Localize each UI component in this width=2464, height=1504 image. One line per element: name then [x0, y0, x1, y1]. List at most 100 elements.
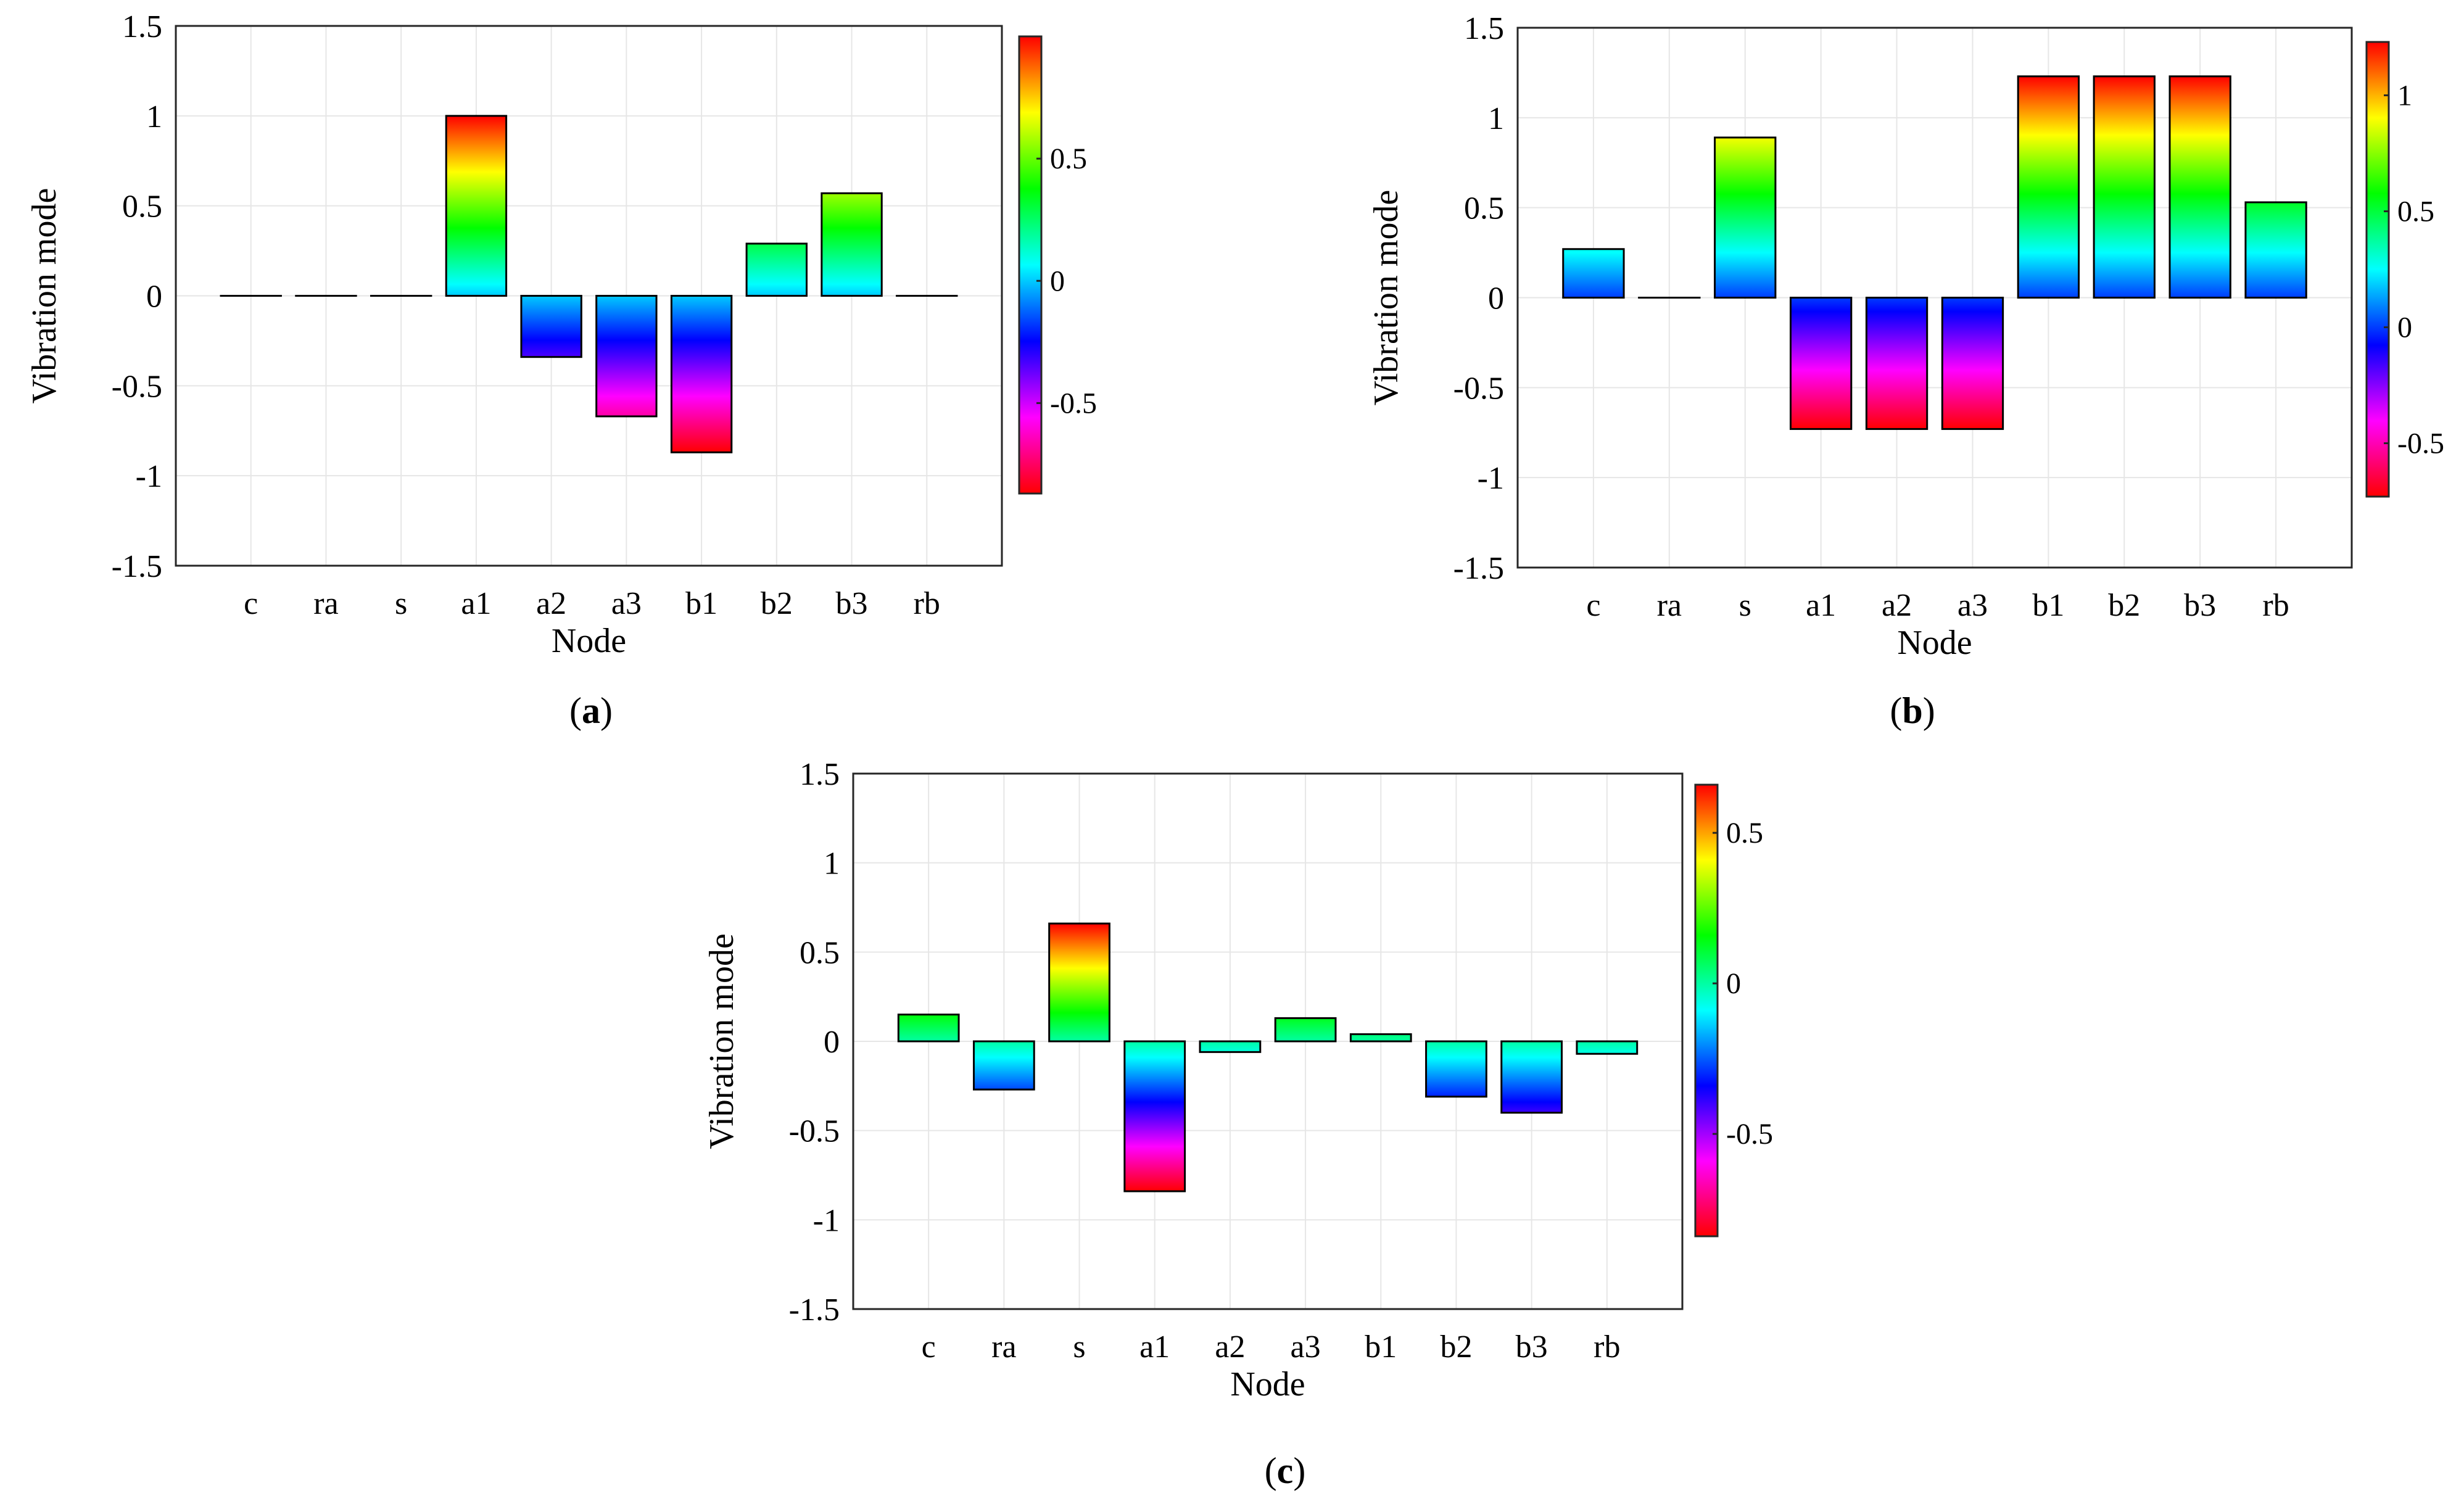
x-axis-label: Node — [1230, 1365, 1305, 1403]
x-tick-label: rb — [2262, 588, 2289, 623]
x-tick-label: b1 — [1365, 1329, 1397, 1365]
x-tick-label: a2 — [1215, 1329, 1245, 1365]
colorbar-tick-label: 0.5 — [1726, 817, 1763, 849]
x-axis-label: Node — [552, 622, 626, 660]
chart-b: -1.5-1-0.500.511.5c ra s a1 a2 a3 b1 b2 b3 rbNode… — [1367, 11, 2444, 731]
bar-b2 — [2093, 75, 2156, 299]
panel-caption: (c) — [1265, 1450, 1306, 1491]
x-axis-label: Node — [1897, 624, 1972, 662]
axes-box — [852, 772, 1684, 1310]
y-tick-label: 0 — [1488, 281, 1504, 316]
caption-open: ( — [1265, 1450, 1277, 1491]
caption-open: ( — [1890, 690, 1902, 731]
colorbar-tick-label: 1 — [2397, 79, 2412, 112]
caption-close: ) — [1293, 1450, 1305, 1491]
bar-a2 — [520, 295, 582, 358]
x-tick-label: b1 — [685, 586, 717, 621]
bar-a3 — [1941, 297, 2004, 430]
colorbar-tick-label: 0 — [2397, 312, 2412, 344]
axes-box — [1516, 27, 2353, 569]
y-tick-label: -1 — [813, 1203, 840, 1238]
x-tick-label: b3 — [836, 586, 868, 621]
x-tick-label: a2 — [1882, 588, 1912, 623]
bar-a3 — [1274, 1017, 1337, 1043]
caption-close: ) — [1923, 690, 1935, 731]
x-tick-label: a1 — [1806, 588, 1836, 623]
y-tick-label: 1 — [824, 846, 840, 882]
caption-letter: b — [1902, 690, 1922, 731]
bar-b1 — [1349, 1033, 1412, 1043]
bar-rb — [2244, 201, 2307, 299]
y-tick-label: 1 — [146, 99, 162, 134]
y-tick-label: -0.5 — [789, 1114, 840, 1149]
bar-a1 — [1123, 1040, 1186, 1192]
x-tick-label: b1 — [2032, 588, 2064, 623]
y-tick-label: 1.5 — [1464, 11, 1504, 46]
x-tick-label: a1 — [461, 586, 491, 621]
colorbar-tick-label: 0 — [1726, 967, 1741, 1000]
x-tick-label: a3 — [1958, 588, 1988, 623]
x-tick-label: a2 — [536, 586, 566, 621]
y-axis-label: Vibration mode — [703, 933, 741, 1149]
x-tick-label: b2 — [761, 586, 793, 621]
x-tick-label: s — [395, 586, 407, 621]
bar-a2 — [1199, 1040, 1262, 1053]
colorbar-tick-label: -0.5 — [1050, 387, 1097, 419]
colorbar-tick-label: 0.5 — [2397, 195, 2434, 228]
y-tick-label: -1.5 — [1453, 551, 1504, 586]
y-tick-label: 1.5 — [800, 757, 840, 792]
x-tick-label: a3 — [611, 586, 642, 621]
bar-s — [1714, 136, 1777, 299]
x-tick-label: b2 — [2108, 588, 2140, 623]
y-tick-label: 0 — [824, 1025, 840, 1060]
y-tick-label: -1 — [136, 459, 162, 494]
bar-b1 — [670, 295, 733, 453]
panel-caption: (a) — [569, 690, 613, 731]
y-tick-label: 0 — [146, 279, 162, 315]
bar-b2 — [745, 242, 808, 297]
x-tick-label: b3 — [1516, 1329, 1548, 1365]
y-tick-label: 0.5 — [122, 189, 162, 225]
colorbar-tick-label: 0.5 — [1050, 143, 1087, 175]
colorbar — [2365, 41, 2390, 498]
caption-letter: a — [582, 690, 600, 731]
bar-b2 — [1425, 1040, 1487, 1098]
y-tick-label: -0.5 — [112, 369, 162, 404]
x-tick-label: rb — [1594, 1329, 1620, 1365]
bar-a2 — [1865, 297, 1929, 430]
x-tick-label: s — [1739, 588, 1751, 623]
y-axis-label: Vibration mode — [25, 188, 64, 404]
bar-b3 — [1500, 1040, 1563, 1114]
chart-c: -1.5 -1 -0.5 0 0.5 1 1.5 c ra s a1 a2 a3 b1 b2 b3 rb Node… — [703, 757, 1773, 1491]
bar-c — [897, 1014, 960, 1043]
bar-a3 — [595, 295, 658, 418]
colorbar-tick-label: -0.5 — [2397, 428, 2444, 460]
x-tick-label: b3 — [2184, 588, 2216, 623]
colorbar-tick-label: -0.5 — [1726, 1118, 1773, 1151]
x-tick-label: a3 — [1291, 1329, 1321, 1365]
x-tick-label: ra — [1657, 588, 1682, 623]
x-tick-label: ra — [991, 1329, 1016, 1365]
bar-rb — [1576, 1040, 1639, 1055]
colorbar — [1694, 783, 1719, 1237]
y-tick-label: 1.5 — [122, 9, 162, 44]
x-tick-label: a1 — [1139, 1329, 1170, 1365]
y-tick-label: 1 — [1488, 101, 1504, 136]
y-tick-label: -0.5 — [1453, 371, 1504, 406]
caption-open: ( — [569, 690, 582, 731]
panel-caption: (b) — [1890, 690, 1935, 731]
bar-c — [1562, 248, 1625, 299]
y-tick-label: -1.5 — [112, 549, 162, 584]
x-tick-label: s — [1073, 1329, 1085, 1365]
y-tick-label: 0.5 — [800, 935, 840, 970]
colorbar — [1018, 35, 1043, 495]
bar-b3 — [821, 192, 883, 297]
x-tick-label: rb — [914, 586, 940, 621]
bar-b1 — [2017, 75, 2080, 299]
x-tick-label: c — [922, 1329, 936, 1365]
x-tick-label: b2 — [1440, 1329, 1472, 1365]
y-axis-label: Vibration mode — [1367, 190, 1405, 406]
colorbar-tick-label: 0 — [1050, 265, 1065, 297]
y-tick-label: 0.5 — [1464, 191, 1504, 226]
